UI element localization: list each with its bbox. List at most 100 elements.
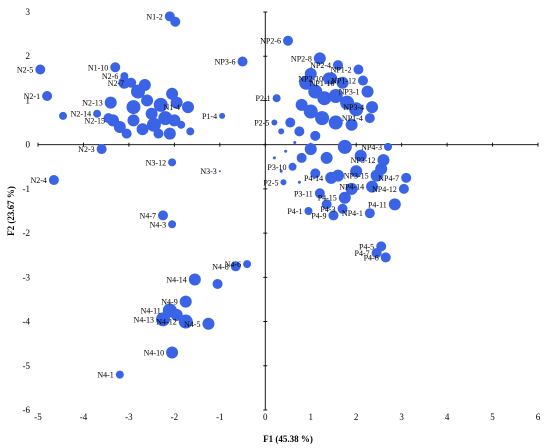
point-label: N2-14 [71,110,91,119]
data-point [345,118,358,131]
data-point [354,149,367,162]
data-point [146,117,161,132]
data-point [35,64,46,75]
data-point [384,142,392,151]
x-tick-label: -4 [80,412,88,422]
data-point [113,120,126,133]
data-point [219,112,226,119]
data-point [350,165,363,178]
point-label: NP4-14 [339,183,364,192]
data-point [353,64,364,75]
y-tick-label: 1 [26,95,31,105]
y-tick-label: -2 [23,228,31,238]
point-label: P2-5 [254,119,269,128]
data-point [401,172,412,183]
point-label: NP3-1 [339,88,360,97]
point-label: N2-6 [102,72,118,81]
data-point [168,114,181,127]
point-label: N4-13 [134,315,154,324]
point-label: N4-10 [144,349,164,358]
point-label: NP1-12 [331,77,356,86]
x-tick-label: -5 [34,412,42,422]
data-point [177,120,186,129]
point-label: N4-14 [166,276,186,285]
data-point [186,127,195,136]
point-label: N2-7 [108,79,124,88]
data-point [153,97,168,112]
point-label: NP4-12 [372,185,397,194]
data-point [310,130,321,141]
point-label: P4-9 [311,211,326,220]
data-point [333,60,343,71]
data-point [349,102,364,117]
data-point [48,175,59,186]
x-tick-label: 0 [263,412,268,422]
y-tick-label: -3 [23,272,31,282]
point-label: N2-15 [85,116,105,125]
point-label: N2-1 [24,92,40,101]
point-label: N2-4 [30,176,46,185]
point-label: N4-8 [212,262,228,271]
data-point [163,127,176,140]
data-point [294,126,305,137]
y-tick-label: 2 [26,51,31,61]
data-point [297,180,301,184]
data-point [278,128,285,135]
data-point [182,101,194,114]
data-point [170,96,183,109]
point-label: NP3-6 [215,58,236,67]
data-point [138,78,151,91]
data-point [310,168,321,179]
data-point [296,152,307,163]
point-label: N4-6 [225,260,241,269]
x-tick-label: 6 [536,412,541,422]
data-point [375,162,388,175]
data-point [328,210,339,221]
point-label: P4-14 [304,174,323,183]
data-point [345,182,358,195]
data-point [156,312,170,327]
point-label: P3-10 [267,163,286,172]
point-label: NP1-4 [342,114,363,123]
data-point [93,109,102,118]
data-point [218,170,221,173]
point-label: NP4-7 [378,174,399,183]
data-point [337,203,348,214]
y-tick-label: -1 [23,184,31,194]
data-point [42,91,53,102]
x-tick-label: -1 [216,412,224,422]
point-label: NP2-4 [310,61,331,70]
data-point [153,128,164,139]
point-label: N4-7 [140,211,156,220]
data-point [364,113,375,124]
point-label: P4-1 [287,207,302,216]
point-label: N1-4 [164,103,180,112]
data-point [243,260,252,269]
data-point [59,111,67,120]
point-label: NP4-3 [361,143,382,152]
data-point [103,113,114,124]
point-label: N4-9 [161,298,177,307]
x-tick-label: 1 [308,412,313,422]
x-axis-title: F1 (45.38 %) [263,434,313,444]
data-point [304,67,317,80]
data-point [388,198,401,211]
data-point [168,158,177,167]
data-point [328,89,343,104]
data-point [295,98,308,111]
data-point [337,139,352,154]
y-axis-title: F2 (23.67 %) [6,186,16,236]
data-point [272,156,276,160]
point-label: P4-7 [355,249,370,258]
point-label: NP3-4 [343,103,364,112]
x-tick-label: 5 [490,412,495,422]
y-tick-label: -4 [23,317,31,327]
data-point [121,128,132,139]
data-point [115,370,124,379]
point-label: P2-1 [256,94,271,103]
data-point [285,117,296,128]
x-tick-label: 4 [445,412,450,422]
data-point [322,72,335,85]
x-tick-label: 3 [399,412,404,422]
